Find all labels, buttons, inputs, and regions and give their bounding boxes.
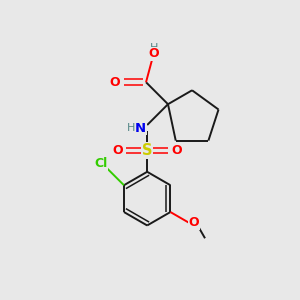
Text: Cl: Cl [94,158,107,170]
Text: O: O [148,47,159,60]
Text: O: O [109,76,120,89]
Text: H: H [150,43,159,53]
Text: H: H [127,123,136,133]
Text: N: N [135,122,146,135]
Text: O: O [171,144,181,157]
Text: O: O [113,144,123,157]
Text: S: S [142,143,152,158]
Text: O: O [188,216,199,229]
